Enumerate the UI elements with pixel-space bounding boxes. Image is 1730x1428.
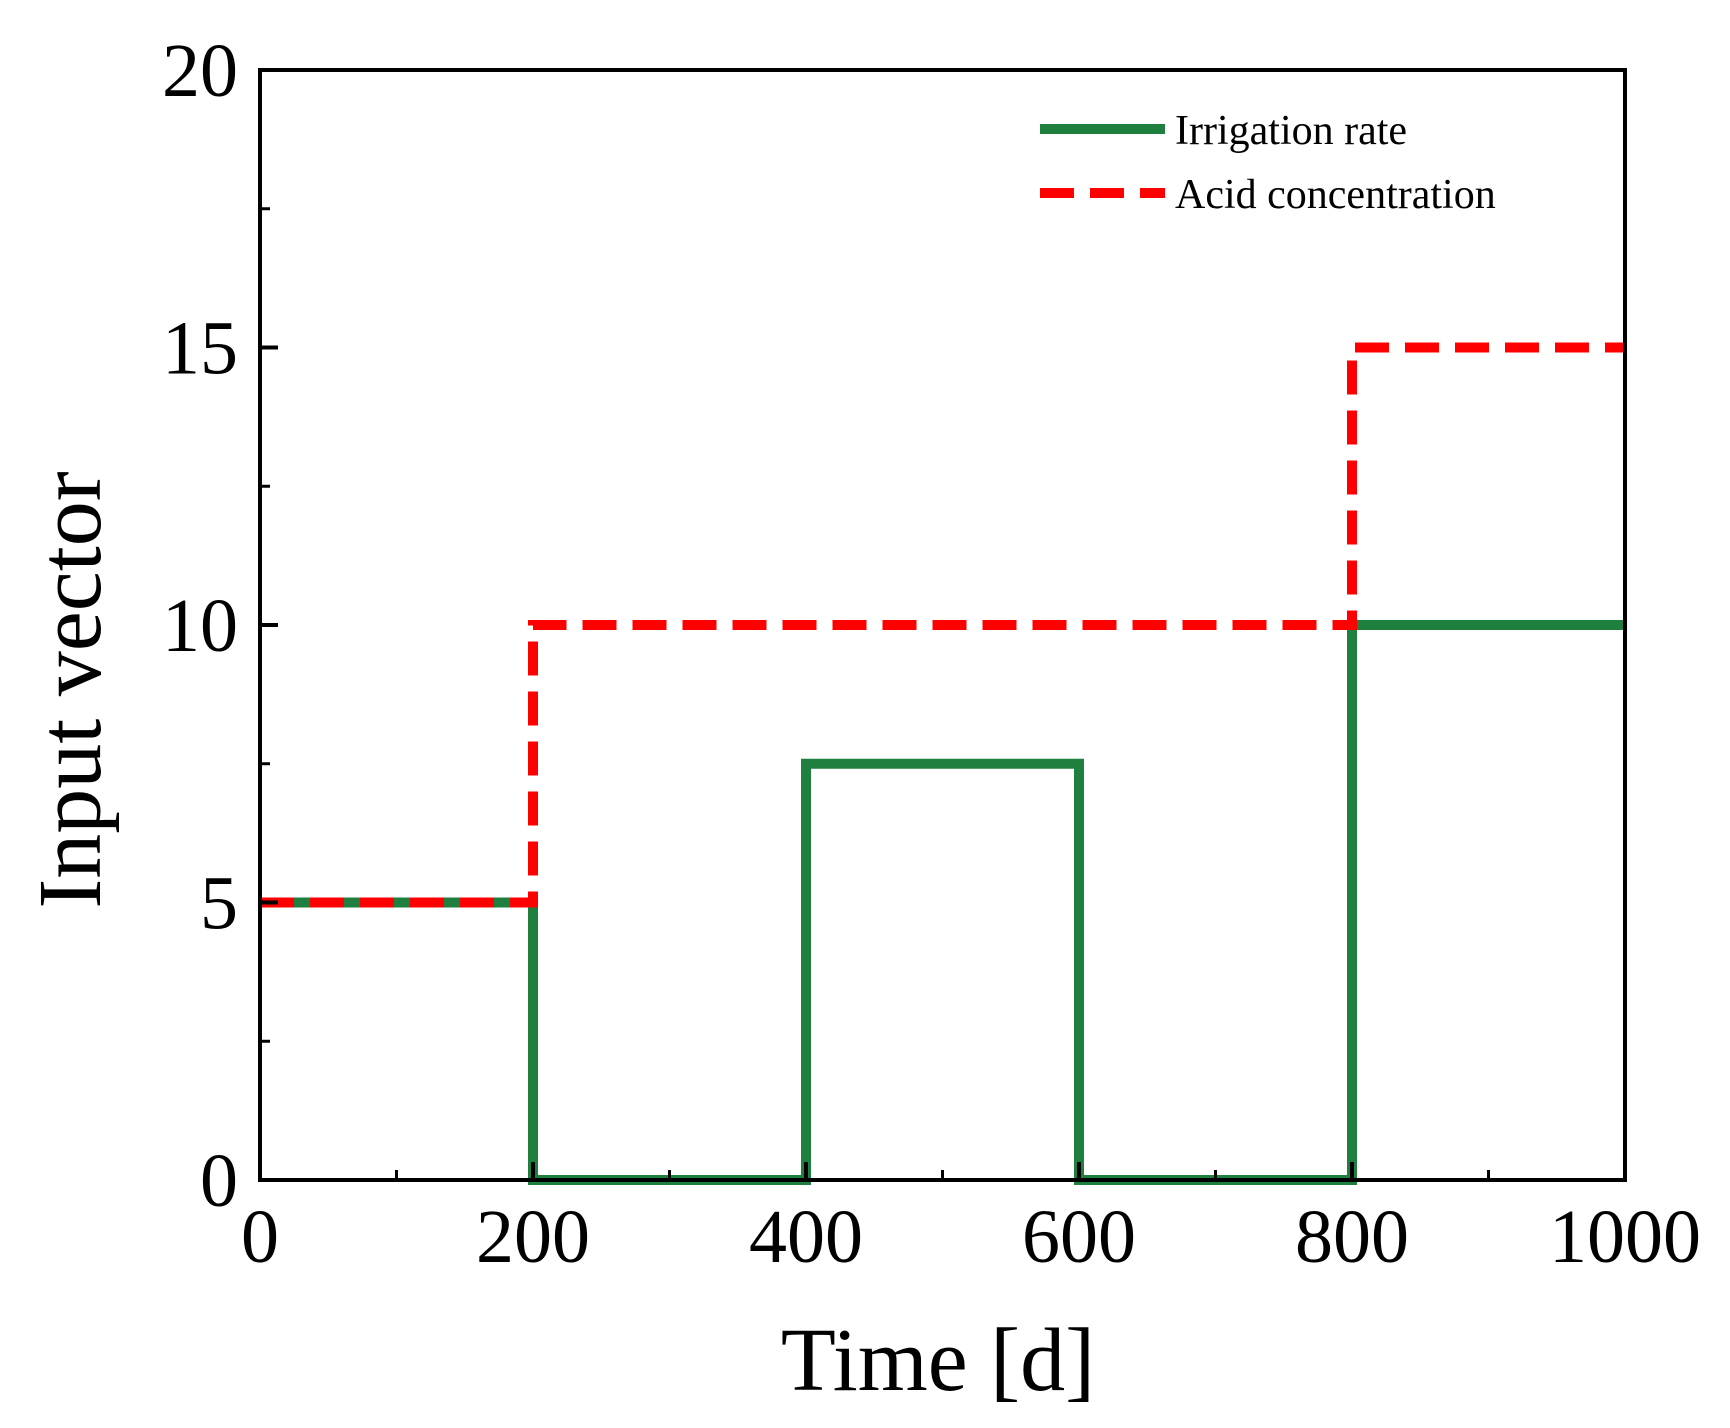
- series-line-irrigation-rate: [260, 620, 1625, 1185]
- x-tick-label: 0: [241, 1195, 279, 1279]
- x-tick-label: 400: [749, 1195, 863, 1279]
- x-axis-title: Time [d]: [781, 1311, 1095, 1410]
- x-tick-label: 600: [1022, 1195, 1136, 1279]
- series-line-acid-concentration: [260, 342, 1625, 908]
- y-tick-label: 0: [200, 1139, 238, 1223]
- y-tick-label: 20: [162, 29, 238, 113]
- y-axis-title: Input vector: [21, 471, 120, 908]
- series-layer: [260, 342, 1625, 1185]
- y-tick-label: 10: [162, 584, 238, 668]
- x-tick-label: 200: [476, 1195, 590, 1279]
- legend-label-acid-concentration: Acid concentration: [1175, 172, 1496, 218]
- legend: Irrigation rate Acid concentration: [1040, 108, 1496, 218]
- y-tick-label: 5: [200, 862, 238, 946]
- ticks-layer: [258, 68, 1627, 1182]
- legend-label-irrigation-rate: Irrigation rate: [1175, 108, 1407, 154]
- y-tick-label: 15: [162, 307, 238, 391]
- x-tick-label: 800: [1295, 1195, 1409, 1279]
- x-tick-label: 1000: [1549, 1195, 1701, 1279]
- tick-labels: 0 200 400 600 800 1000 0 5 10 15 20: [162, 29, 1701, 1279]
